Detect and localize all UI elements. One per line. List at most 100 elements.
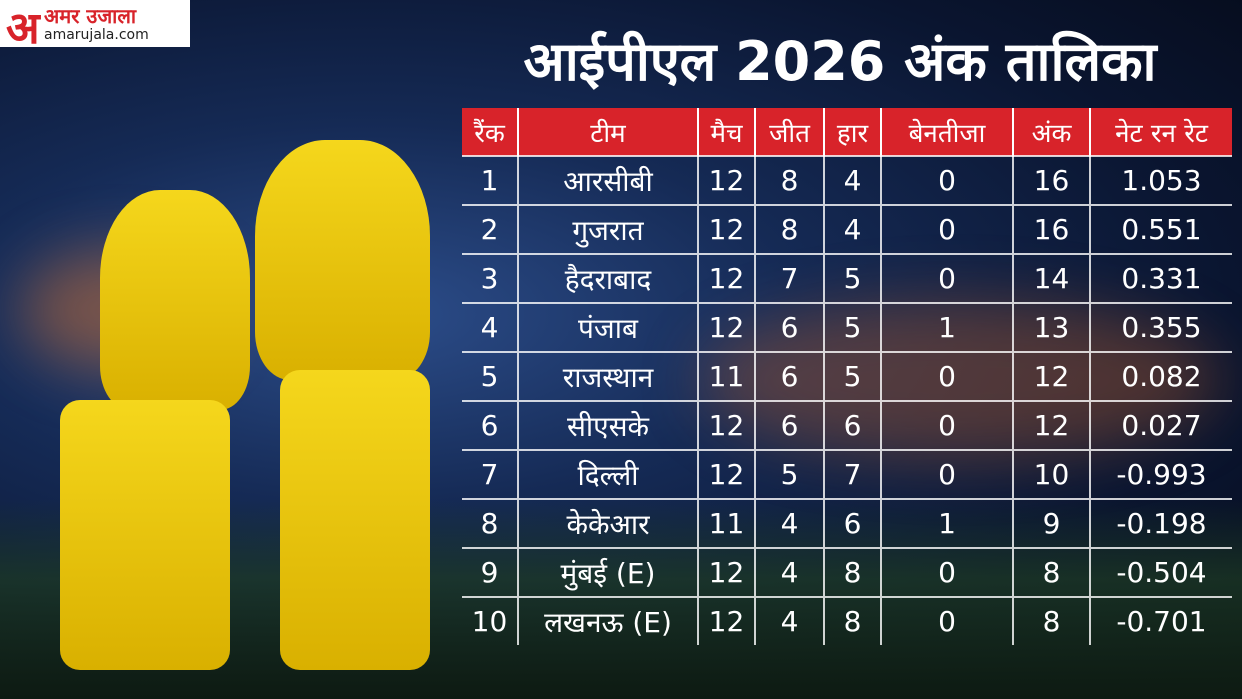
table-cell: 12 (1012, 400, 1090, 450)
table-cell: 5 (754, 449, 824, 499)
table-cell: 9 (462, 547, 518, 597)
table-cell: 4 (754, 498, 824, 548)
table-cell: 0.027 (1089, 400, 1232, 450)
table-cell: -0.504 (1089, 547, 1232, 597)
table-cell: 1 (462, 155, 518, 205)
table-cell: 12 (1012, 351, 1090, 401)
table-row: 7 दिल्ली 12 5 7 0 10 -0.993 (462, 449, 1232, 499)
logo: अ अमर उजाला amarujala.com (0, 0, 190, 54)
table-cell: 12 (697, 400, 755, 450)
table-row: 2 गुजरात 12 8 4 0 16 0.551 (462, 204, 1232, 254)
table-cell: 13 (1012, 302, 1090, 352)
table-cell: 5 (823, 253, 881, 303)
table-cell: 7 (823, 449, 881, 499)
table-cell: 8 (462, 498, 518, 548)
table-cell: 1 (880, 302, 1013, 352)
table-row: 4 पंजाब 12 6 5 1 13 0.355 (462, 302, 1232, 352)
table-row: 3 हैदराबाद 12 7 5 0 14 0.331 (462, 253, 1232, 303)
table-cell: 2 (462, 204, 518, 254)
player-figure (60, 400, 230, 670)
table-cell: हैदराबाद (517, 253, 698, 303)
table-cell: 12 (697, 204, 755, 254)
table-cell: 4 (462, 302, 518, 352)
table-cell: 0 (880, 253, 1013, 303)
table-cell: सीएसके (517, 400, 698, 450)
table-cell: 5 (823, 351, 881, 401)
table-cell: -0.198 (1089, 498, 1232, 548)
table-cell: पंजाब (517, 302, 698, 352)
table-cell: 4 (823, 204, 881, 254)
player-figure (100, 190, 250, 410)
table-cell: -0.993 (1089, 449, 1232, 499)
table-cell: 16 (1012, 155, 1090, 205)
column-header: रैंक (462, 108, 518, 156)
column-header: अंक (1012, 108, 1090, 156)
table-cell: 7 (754, 253, 824, 303)
table-cell: 1.053 (1089, 155, 1232, 205)
table-cell: 6 (754, 302, 824, 352)
logo-mark: अ (6, 3, 40, 54)
table-row: 1 आरसीबी 12 8 4 0 16 1.053 (462, 155, 1232, 205)
table-cell: केकेआर (517, 498, 698, 548)
table-cell: 6 (823, 498, 881, 548)
table-cell: 5 (823, 302, 881, 352)
table-cell: 16 (1012, 204, 1090, 254)
table-cell: 4 (754, 547, 824, 597)
column-header: बेनतीजा (880, 108, 1013, 156)
table-cell: -0.701 (1089, 596, 1232, 645)
column-header: मैच (697, 108, 755, 156)
table-row: 6 सीएसके 12 6 6 0 12 0.027 (462, 400, 1232, 450)
table-cell: 0 (880, 547, 1013, 597)
table-row: 8 केकेआर 11 4 6 1 9 -0.198 (462, 498, 1232, 548)
table-cell: गुजरात (517, 204, 698, 254)
table-cell: 0.082 (1089, 351, 1232, 401)
column-header: हार (823, 108, 881, 156)
table-cell: 12 (697, 155, 755, 205)
table-cell: 0 (880, 155, 1013, 205)
table-cell: 5 (462, 351, 518, 401)
table-cell: 0 (880, 400, 1013, 450)
title: आईपीएल 2026 अंक तालिका (523, 30, 1157, 93)
table-cell: 0.551 (1089, 204, 1232, 254)
table-cell: 4 (754, 596, 824, 645)
table-cell: 8 (823, 547, 881, 597)
table-cell: 10 (462, 596, 518, 645)
table-cell: 8 (823, 596, 881, 645)
table-cell: 8 (754, 204, 824, 254)
points-table: रैंक टीम मैच जीत हार बेनतीजा अंक नेट रन रेट 1 आर… (462, 108, 1232, 645)
column-header: टीम (517, 108, 698, 156)
table-cell: 12 (697, 449, 755, 499)
table-cell: 6 (823, 400, 881, 450)
table-cell: 4 (823, 155, 881, 205)
table-row: 10 लखनऊ (E) 12 4 8 0 8 -0.701 (462, 596, 1232, 645)
table-cell: 10 (1012, 449, 1090, 499)
table-cell: 8 (1012, 547, 1090, 597)
table-cell: लखनऊ (E) (517, 596, 698, 645)
table-cell: 12 (697, 547, 755, 597)
table-cell: 1 (880, 498, 1013, 548)
table-cell: 3 (462, 253, 518, 303)
table-cell: 6 (462, 400, 518, 450)
table-cell: 0 (880, 449, 1013, 499)
table-cell: 0.355 (1089, 302, 1232, 352)
table-cell: 11 (697, 351, 755, 401)
table-cell: 8 (754, 155, 824, 205)
table-cell: 12 (697, 253, 755, 303)
table-cell: 12 (697, 302, 755, 352)
column-header: जीत (754, 108, 824, 156)
table-cell: राजस्थान (517, 351, 698, 401)
table-cell: 14 (1012, 253, 1090, 303)
header-row: रैंक टीम मैच जीत हार बेनतीजा अंक नेट रन रेट (462, 108, 1232, 156)
table-cell: दिल्ली (517, 449, 698, 499)
table-row: 5 राजस्थान 11 6 5 0 12 0.082 (462, 351, 1232, 401)
table-cell: आरसीबी (517, 155, 698, 205)
player-figure (280, 370, 430, 670)
table-cell: 6 (754, 400, 824, 450)
table-cell: 0 (880, 204, 1013, 254)
logo-name: अमर उजाला (44, 4, 137, 28)
table-cell: मुंबई (E) (517, 547, 698, 597)
table-row: 9 मुंबई (E) 12 4 8 0 8 -0.504 (462, 547, 1232, 597)
logo-url: amarujala.com (44, 27, 149, 43)
player-figure (255, 140, 430, 380)
